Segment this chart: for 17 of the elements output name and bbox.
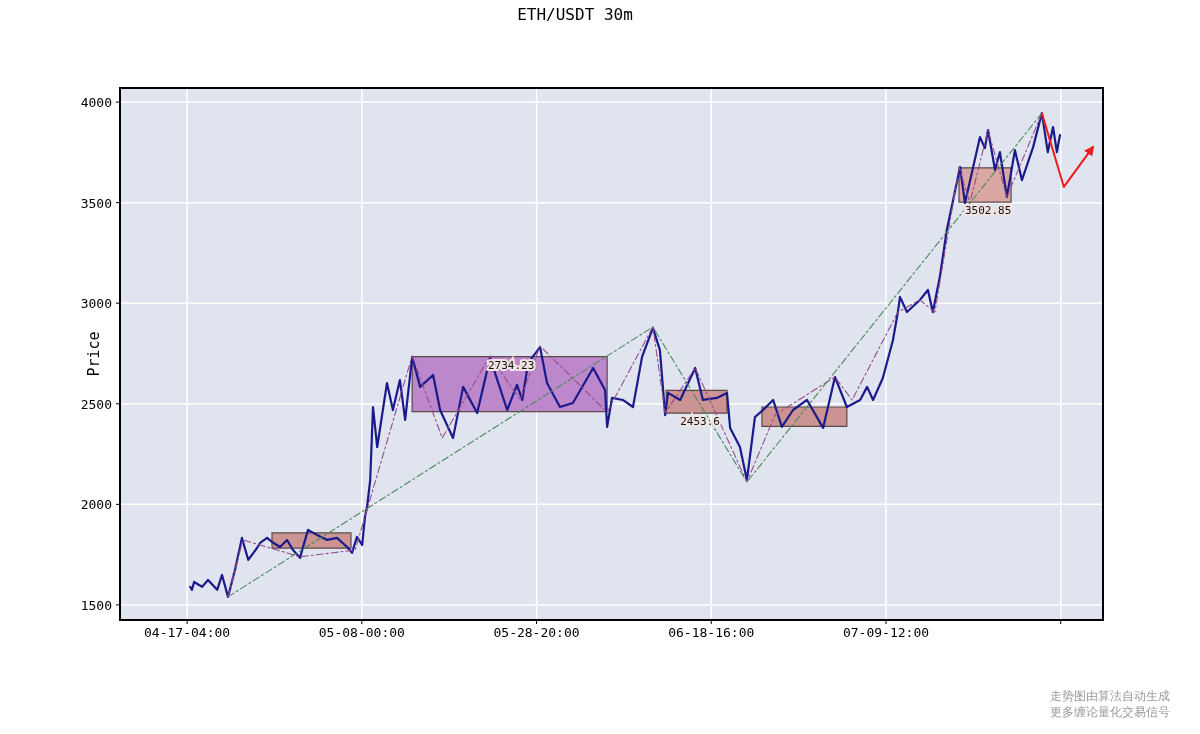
chart-title: ETH/USDT 30m bbox=[517, 5, 633, 24]
y-tick-label: 2500 bbox=[80, 396, 112, 412]
y-tick-label: 2000 bbox=[80, 497, 112, 513]
y-axis-title: Price bbox=[85, 331, 103, 377]
x-tick-label: 06-18-16:00 bbox=[668, 625, 755, 640]
y-tick-label: 3000 bbox=[80, 296, 112, 312]
y-tick-label: 1500 bbox=[80, 597, 112, 613]
x-tick-label: 05-08-00:00 bbox=[318, 625, 405, 640]
annotation: 2453.6 bbox=[680, 415, 720, 429]
x-tick-label: 04-17-04:00 bbox=[144, 625, 231, 640]
x-tick-label: 07-09-12:00 bbox=[842, 625, 930, 640]
text: 走势图由算法自动生成 bbox=[1050, 689, 1170, 703]
y-tick-label: 4000 bbox=[80, 95, 112, 111]
y-tick-label: 3500 bbox=[80, 195, 112, 211]
text: 更多缠论量化交易信号 bbox=[1050, 705, 1170, 719]
annotation: 3502.85 bbox=[964, 204, 1012, 218]
x-tick-label: 05-28-20:00 bbox=[493, 625, 580, 640]
